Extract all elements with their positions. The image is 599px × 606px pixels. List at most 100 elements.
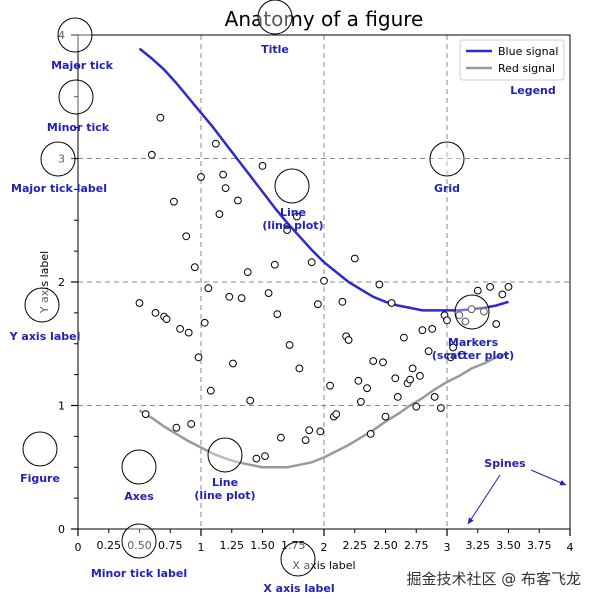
x-minor-tick-label: 1.25 [220,539,245,552]
scatter-point [416,372,424,380]
scatter-point [375,280,384,289]
scatter-point [391,374,400,383]
annotation-label-line-plot: Line (line plot) [262,206,323,232]
annotation-label-markers: Markers (scatter plot) [432,336,514,362]
x-minor-tick-label: 3.25 [466,539,491,552]
scatter-point [430,393,439,401]
scatter-point [480,307,488,316]
annotation-label-figure: Figure [20,472,60,485]
annotation-label-line: Minor tick [47,121,110,134]
scatter-point [176,325,185,333]
x-minor-tick-label: 3.50 [496,539,521,552]
scatter-point [320,276,328,285]
scatter-point [229,359,237,368]
annotation-label-line: Spines [484,457,526,470]
scatter-markers [135,113,513,463]
scatter-point [141,410,150,419]
x-minor-tick-label: 3.75 [527,539,552,552]
scatter-point [243,268,252,277]
annotation-circle-minor-tick [58,79,94,115]
series-line-blue [138,47,509,312]
scatter-point [455,311,464,320]
scatter-point [295,364,304,373]
annotation-label-line: Major tick label [11,182,107,195]
scatter-point [194,353,203,362]
scatter-point [270,260,279,269]
annotation-circle-axes [121,449,157,485]
annotation-circle-x-axis-label [280,541,316,577]
scatter-point [172,423,181,432]
x-minor-tick-label: 0.50 [127,539,152,552]
scatter-point [424,347,433,356]
scatter-point [316,427,325,436]
x-major-tick-label: 3 [444,541,451,554]
scatter-point [354,376,363,385]
scatter-point [387,299,396,307]
scatter-point [225,292,234,301]
annotation-label-line: (line plot) [262,219,323,232]
scatter-point [418,326,427,335]
annotation-label-line: X axis label [263,582,334,595]
legend: Blue signal Red signal [459,39,565,81]
scatter-point [473,286,482,295]
watermark-text: 掘金技术社区 @ 布客飞龙 [406,570,581,588]
scatter-point [170,197,178,206]
y-major-tick-label: 3 [58,153,65,166]
scatter-point [283,226,292,235]
x-axis-label: X axis label [292,559,355,572]
scatter-point [400,333,408,342]
scatter-point [147,150,156,159]
y-axis-label: Y axis label [38,251,51,314]
annotation-circle-line-plot-2 [207,437,243,473]
scatter-point [350,254,359,263]
annotation-circle-figure [22,431,58,467]
annotation-label-line: Grid [434,182,460,195]
annotation-label-line-plot-2: Line (line plot) [194,476,255,502]
scatter-point [357,397,365,406]
annotation-circle-major-tick-label [40,141,76,177]
annotation-label-line: Legend [510,84,556,97]
annotation-circle-grid [429,141,465,177]
scatter-point [182,232,191,241]
annotation-circle-minor-tick-label [121,523,157,559]
annotation-label-major-tick-label: Major tick label [11,182,107,195]
series-line-red [138,352,509,469]
scatter-point [408,364,417,373]
annotation-circle-y-axis-label [24,287,60,323]
scatter-point [285,341,294,349]
scatter-point [187,420,196,428]
x-minor-tick-label: 1.50 [250,539,275,552]
legend-entry: Blue signal [498,45,558,58]
annotation-label-axes: Axes [124,490,154,503]
scatter-point [246,396,255,405]
annotation-circle-markers [454,294,490,330]
scatter-point [305,426,314,435]
legend-entry: Red signal [498,62,555,75]
scatter-point [461,317,470,326]
scatter-point [301,436,310,445]
annotation-circle-title [257,0,293,35]
annotation-label-line: Title [261,43,289,56]
scatter-point [406,375,415,384]
series-lines [138,47,509,469]
scatter-point [277,433,285,442]
scatter-point [184,328,193,337]
ticks: 012340.250.500.751.251.501.752.252.502.7… [58,29,574,554]
annotation-label-grid: Grid [434,182,460,195]
scatter-point [261,452,269,461]
scatter-point [206,386,215,395]
scatter-point [197,173,205,181]
annotation-circle-major-tick [57,17,93,53]
scatter-point [363,384,372,393]
scatter-point [237,294,246,303]
annotation-markers: Major tick Minor tick Major tick label Y ax… [9,0,567,595]
y-major-tick-label: 2 [58,276,65,289]
scatter-point [492,320,501,328]
annotation-label-line: (line plot) [194,489,255,502]
annotation-label-line: Axes [124,490,154,503]
scatter-point [393,393,402,401]
scatter-point [437,404,445,412]
scatter-point [486,283,495,291]
x-minor-tick-label: 0.25 [97,539,122,552]
